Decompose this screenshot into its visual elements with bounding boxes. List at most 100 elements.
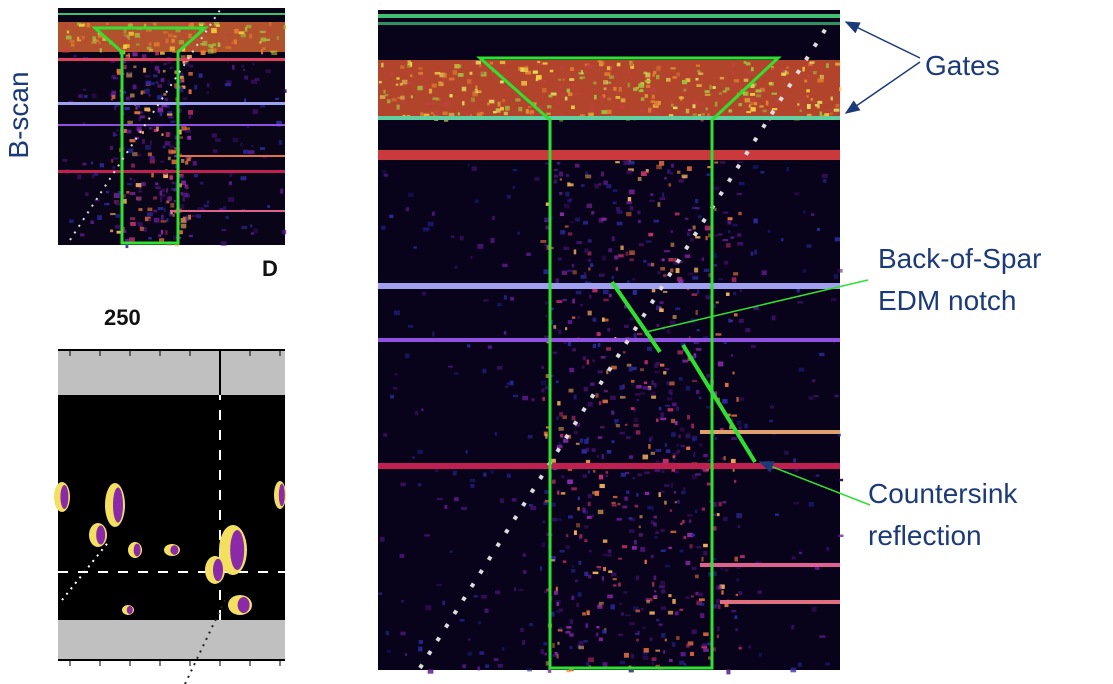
speckle [531, 398, 534, 401]
speckle [413, 246, 416, 248]
speckle [179, 204, 184, 209]
speckle [507, 474, 511, 478]
speckle [556, 278, 559, 283]
speckle [170, 67, 174, 69]
speckle [504, 295, 507, 299]
speckle [390, 395, 394, 399]
speckle [732, 372, 734, 375]
speckle [557, 642, 559, 645]
speckle [584, 539, 587, 542]
speckle [497, 366, 502, 370]
speckle [467, 164, 470, 166]
speckle [133, 179, 135, 183]
speckle [185, 187, 188, 189]
speckle [468, 638, 470, 640]
speckle [754, 102, 757, 105]
speckle [504, 112, 508, 116]
speckle [243, 150, 249, 154]
speckle [659, 492, 661, 497]
speckle [686, 561, 691, 565]
speckle [759, 653, 762, 657]
speckle [696, 390, 699, 394]
speckle [158, 234, 161, 236]
speckle [111, 159, 113, 163]
speckle [477, 244, 483, 249]
speckle [99, 41, 101, 44]
speckle [693, 225, 696, 229]
speckle [131, 164, 135, 168]
speckle [613, 87, 616, 91]
speckle [737, 193, 743, 195]
speckle [260, 31, 266, 33]
speckle [720, 77, 724, 79]
speckle [500, 498, 504, 503]
speckle [502, 99, 505, 102]
speckle [724, 456, 726, 460]
speckle [147, 212, 153, 216]
speckle [705, 225, 711, 230]
speckle [679, 96, 684, 99]
speckle [232, 65, 234, 70]
speckle [730, 237, 734, 239]
speckle [163, 70, 166, 73]
speckle [815, 104, 819, 106]
speckle [668, 408, 674, 411]
speckle [626, 490, 630, 493]
speckle [812, 607, 817, 612]
speckle [163, 63, 167, 65]
speckle [241, 34, 246, 37]
speckle [431, 112, 433, 114]
speckle [470, 479, 476, 482]
speckle [768, 230, 771, 233]
speckle [69, 219, 74, 223]
speckle [420, 112, 423, 116]
speckle [483, 473, 486, 477]
speckle [750, 93, 755, 96]
speckle [643, 627, 646, 630]
speckle [124, 107, 129, 110]
speckle [719, 92, 722, 95]
speckle [165, 141, 171, 145]
speckle [653, 595, 657, 598]
speckle [601, 172, 604, 177]
speckle [462, 101, 464, 105]
speckle [739, 397, 744, 401]
speckle [580, 304, 583, 306]
speckle [599, 475, 603, 480]
speckle [680, 550, 684, 553]
indication [238, 597, 250, 613]
speckle [393, 387, 397, 390]
speckle [181, 126, 186, 130]
speckle [817, 106, 820, 108]
speckle [769, 82, 772, 84]
speckle [651, 88, 656, 92]
speckle [739, 647, 742, 649]
speckle [183, 34, 185, 36]
band [378, 338, 840, 342]
speckle [814, 395, 819, 397]
speckle [692, 629, 697, 633]
speckle [239, 31, 245, 34]
speckle [583, 474, 587, 478]
indication [60, 485, 68, 509]
speckle [807, 104, 811, 109]
speckle [122, 39, 127, 42]
speckle [559, 172, 563, 177]
speckle [493, 111, 497, 113]
speckle [659, 308, 664, 312]
speckle [557, 654, 559, 659]
speckle [655, 371, 660, 374]
speckle [145, 75, 150, 77]
speckle [724, 342, 727, 344]
speckle [400, 96, 404, 100]
speckle [569, 198, 572, 200]
speckle [819, 635, 825, 637]
speckle [570, 67, 574, 71]
speckle [560, 213, 564, 217]
speckle [556, 417, 558, 420]
speckle [603, 299, 608, 302]
speckle [125, 44, 130, 48]
speckle [826, 547, 829, 551]
speckle [772, 316, 776, 321]
speckle [802, 95, 805, 100]
